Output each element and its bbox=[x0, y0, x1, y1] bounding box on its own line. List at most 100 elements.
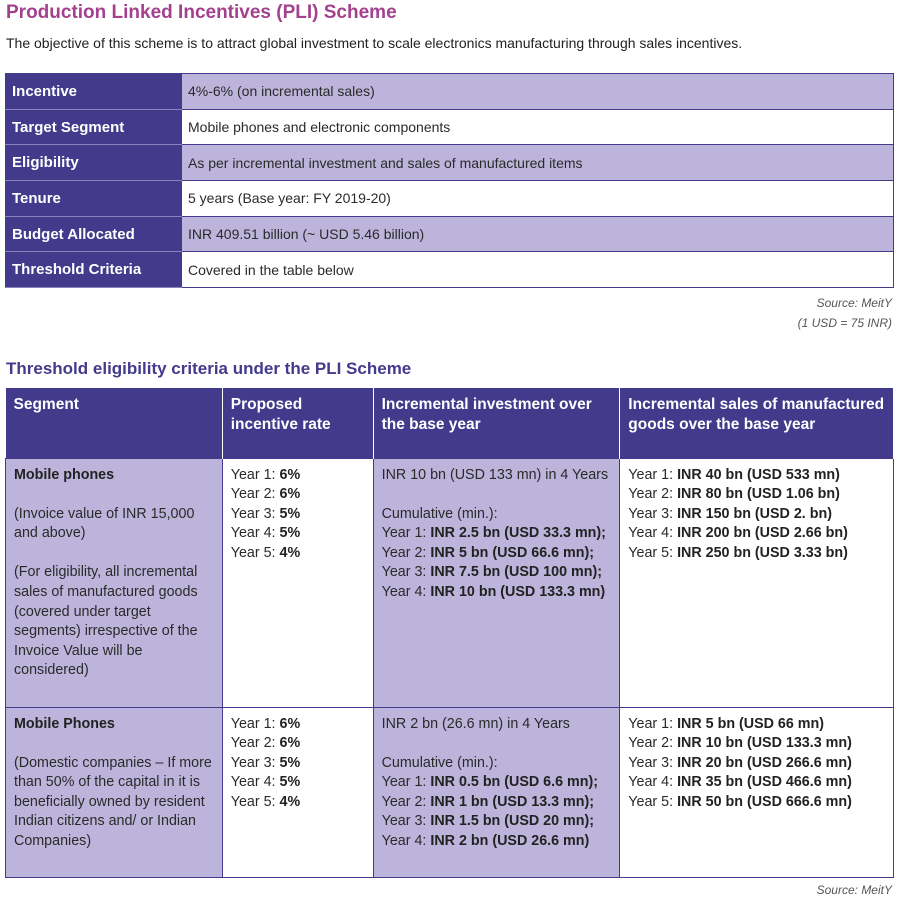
year-value: 5% bbox=[279, 525, 301, 542]
year-line: Year 3: 5% bbox=[231, 754, 365, 774]
year-label: Year 1: bbox=[230, 466, 280, 483]
year-label: Year 5: bbox=[628, 544, 678, 561]
year-label: Year 2: bbox=[628, 486, 678, 503]
year-value: 5% bbox=[279, 774, 301, 791]
year-label: Year 2: bbox=[230, 486, 280, 503]
year-value: INR 150 bn (USD 2. bn) bbox=[677, 505, 832, 522]
year-line: Year 2: 6% bbox=[231, 485, 365, 505]
year-line: Year 1: 6% bbox=[231, 466, 365, 486]
year-line: Year 3: INR 20 bn (USD 266.6 mn) bbox=[628, 754, 885, 774]
year-value: INR 10 bn (USD 133.3 mn) bbox=[430, 584, 606, 601]
year-label: Year 4: bbox=[381, 833, 431, 850]
year-line: Year 4: INR 200 bn (USD 2.66 bn) bbox=[628, 524, 885, 544]
summary-value: As per incremental investment and sales … bbox=[181, 144, 894, 182]
year-label: Year 5: bbox=[628, 793, 678, 810]
cumulative-label: Cumulative (min.): bbox=[381, 505, 498, 522]
year-label: Year 4: bbox=[381, 584, 431, 601]
page-title: Production Linked Incentives (PLI) Schem… bbox=[6, 2, 397, 23]
year-label: Year 3: bbox=[628, 505, 678, 522]
intro-text: The objective of this scheme is to attra… bbox=[6, 35, 743, 51]
year-line: Year 3: INR 7.5 bn (USD 100 mn); bbox=[382, 563, 612, 583]
year-line: Year 1: INR 40 bn (USD 533 mn) bbox=[628, 466, 885, 486]
year-label: Year 4: bbox=[230, 525, 280, 542]
year-line: Year 5: INR 50 bn (USD 666.6 mn) bbox=[628, 793, 885, 813]
summary-label: Threshold Criteria bbox=[5, 251, 182, 289]
year-value: 4% bbox=[279, 544, 301, 561]
rate-cell: Year 1: 6% Year 2: 6% Year 3: 5% Year 4: 5%… bbox=[221, 457, 374, 708]
year-value: INR 1 bn (USD 13.3 mn); bbox=[430, 793, 595, 810]
segment-cell: Mobile phones (Invoice value of INR 15,00… bbox=[5, 457, 223, 708]
year-value: INR 2 bn (USD 26.6 mn) bbox=[430, 833, 590, 850]
summary-label: Incentive bbox=[5, 73, 182, 110]
header-investment: Incremental investment over the base yea… bbox=[373, 388, 621, 458]
investment-cell: INR 2 bn (26.6 mn) in 4 Years Cumulative … bbox=[372, 706, 621, 878]
year-line: Year 4: 5% bbox=[231, 773, 365, 793]
summary-label: Target Segment bbox=[5, 108, 182, 146]
year-value: 6% bbox=[279, 486, 301, 503]
year-label: Year 1: bbox=[628, 466, 678, 483]
year-line: Year 5: INR 250 bn (USD 3.33 bn) bbox=[628, 544, 885, 564]
year-value: 6% bbox=[279, 466, 301, 483]
summary-value: Mobile phones and electronic components bbox=[181, 108, 894, 146]
year-line: Year 1: INR 0.5 bn (USD 6.6 mn); bbox=[382, 773, 612, 793]
year-label: Year 5: bbox=[230, 793, 280, 810]
year-label: Year 3: bbox=[230, 754, 280, 771]
year-value: INR 2.5 bn (USD 33.3 mn); bbox=[430, 525, 606, 542]
segment-cell: Mobile Phones (Domestic companies – If mo… bbox=[5, 706, 223, 878]
year-value: 6% bbox=[279, 735, 301, 752]
year-label: Year 4: bbox=[628, 774, 678, 791]
year-value: INR 80 bn (USD 1.06 bn) bbox=[677, 486, 840, 503]
threshold-table: Segment Proposed incentive rate Incremen… bbox=[5, 388, 894, 878]
investment-total: INR 10 bn (USD 133 mn) in 4 Years bbox=[381, 466, 609, 483]
header-rate: Proposed incentive rate bbox=[222, 388, 374, 458]
year-value: INR 20 bn (USD 266.6 mn) bbox=[677, 754, 852, 771]
year-line: Year 4: INR 10 bn (USD 133.3 mn) bbox=[382, 583, 612, 603]
summary-label: Tenure bbox=[5, 180, 182, 217]
header-sales: Incremental sales of manufactured goods … bbox=[619, 388, 894, 458]
year-line: Year 1: 6% bbox=[231, 715, 365, 735]
source-note-2: Source: MeitY bbox=[816, 883, 892, 897]
year-label: Year 1: bbox=[230, 715, 280, 732]
summary-value: 5 years (Base year: FY 2019-20) bbox=[181, 180, 894, 217]
year-label: Year 2: bbox=[381, 793, 431, 810]
year-line: Year 2: INR 10 bn (USD 133.3 mn) bbox=[628, 734, 885, 754]
year-line: Year 4: INR 35 bn (USD 466.6 mn) bbox=[628, 773, 885, 793]
criteria-row: Mobile Phones (Domestic companies – If mo… bbox=[5, 706, 894, 878]
year-line: Year 2: INR 80 bn (USD 1.06 bn) bbox=[628, 485, 885, 505]
year-line: Year 1: INR 2.5 bn (USD 33.3 mn); bbox=[382, 524, 612, 544]
sales-cell: Year 1: INR 5 bn (USD 66 mn) Year 2: INR … bbox=[619, 706, 894, 878]
year-label: Year 5: bbox=[230, 544, 280, 561]
summary-table: Incentive 4%-6% (on incremental sales) Tar… bbox=[5, 73, 894, 289]
segment-note: (Invoice value of INR 15,000 and above) bbox=[14, 505, 195, 542]
summary-value: Covered in the table below bbox=[181, 251, 894, 289]
year-label: Year 3: bbox=[381, 813, 431, 830]
year-value: INR 250 bn (USD 3.33 bn) bbox=[677, 544, 848, 561]
summary-label: Budget Allocated bbox=[5, 215, 182, 253]
investment-cell: INR 10 bn (USD 133 mn) in 4 Years Cumulat… bbox=[372, 457, 621, 708]
segment-note: (Domestic companies – If more than 50% o… bbox=[14, 754, 212, 850]
cumulative-label: Cumulative (min.): bbox=[381, 754, 498, 771]
year-value: INR 40 bn (USD 533 mn) bbox=[677, 466, 840, 483]
year-label: Year 2: bbox=[381, 544, 431, 561]
year-value: INR 200 bn (USD 2.66 bn) bbox=[677, 525, 848, 542]
year-line: Year 3: INR 1.5 bn (USD 20 mn); bbox=[382, 812, 612, 832]
header-segment: Segment bbox=[5, 388, 223, 458]
year-line: Year 2: INR 1 bn (USD 13.3 mn); bbox=[382, 793, 612, 813]
year-value: INR 5 bn (USD 66 mn) bbox=[677, 715, 825, 732]
year-label: Year 2: bbox=[628, 735, 678, 752]
year-line: Year 3: 5% bbox=[231, 505, 365, 525]
year-value: INR 7.5 bn (USD 100 mn); bbox=[430, 564, 602, 581]
summary-row: Eligibility As per incremental investment… bbox=[5, 144, 894, 182]
year-value: INR 0.5 bn (USD 6.6 mn); bbox=[430, 774, 598, 791]
year-value: INR 35 bn (USD 466.6 mn) bbox=[677, 774, 852, 791]
year-line: Year 3: INR 150 bn (USD 2. bn) bbox=[628, 505, 885, 525]
year-label: Year 1: bbox=[628, 715, 678, 732]
year-value: 5% bbox=[279, 754, 301, 771]
segment-name: Mobile phones bbox=[14, 466, 115, 483]
year-label: Year 1: bbox=[381, 525, 431, 542]
year-label: Year 3: bbox=[628, 754, 678, 771]
summary-value: 4%-6% (on incremental sales) bbox=[181, 73, 894, 110]
exchange-rate-note: (1 USD = 75 INR) bbox=[797, 316, 892, 330]
summary-row: Incentive 4%-6% (on incremental sales) bbox=[5, 73, 894, 110]
summary-row: Target Segment Mobile phones and electron… bbox=[5, 108, 894, 146]
